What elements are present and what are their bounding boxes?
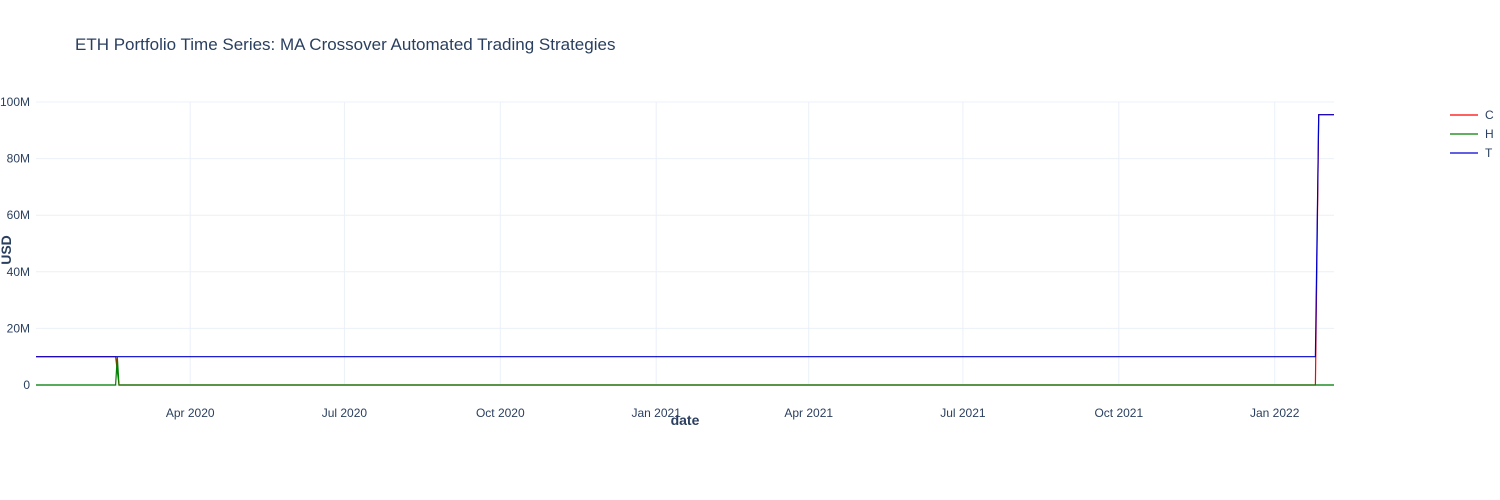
x-tick-label: Apr 2020 (166, 406, 215, 420)
y-tick-label: 0 (23, 378, 30, 392)
x-grid (189, 102, 1276, 385)
x-tick-label: Jan 2022 (1250, 406, 1300, 420)
series-line-t[interactable] (36, 114, 1334, 358)
series-line-h[interactable] (36, 356, 1334, 386)
plot-area[interactable] (36, 114, 1334, 386)
legend-label: H (1485, 127, 1494, 141)
y-tick-label: 100M (0, 95, 30, 109)
x-axis-title: date (671, 412, 700, 428)
legend[interactable]: CHT (1450, 108, 1494, 160)
legend-item-c[interactable]: C (1450, 108, 1494, 122)
x-axis-ticks: Apr 2020 Jul 2020 Oct 2020 Jan 2021 Apr 2021… (166, 406, 1300, 420)
legend-label: T (1485, 146, 1493, 160)
y-tick-label: 40M (7, 265, 30, 279)
chart-title: ETH Portfolio Time Series: MA Crossover … (75, 35, 615, 54)
x-tick-label: Oct 2020 (476, 406, 525, 420)
x-tick-label: Jul 2020 (322, 406, 368, 420)
x-tick-label: Oct 2021 (1094, 406, 1143, 420)
legend-item-t[interactable]: T (1450, 146, 1493, 160)
y-grid (36, 101, 1334, 386)
y-axis-title: USD (0, 235, 14, 265)
series-line-c[interactable] (36, 114, 1334, 386)
x-tick-label: Jan 2021 (631, 406, 681, 420)
y-tick-label: 80M (7, 152, 30, 166)
x-tick-label: Jul 2021 (940, 406, 986, 420)
y-axis-ticks: 0 20M 40M 60M 80M 100M (0, 95, 30, 392)
y-tick-label: 20M (7, 321, 30, 335)
y-tick-label: 60M (7, 208, 30, 222)
legend-item-h[interactable]: H (1450, 127, 1494, 141)
x-tick-label: Apr 2021 (784, 406, 833, 420)
legend-label: C (1485, 108, 1494, 122)
